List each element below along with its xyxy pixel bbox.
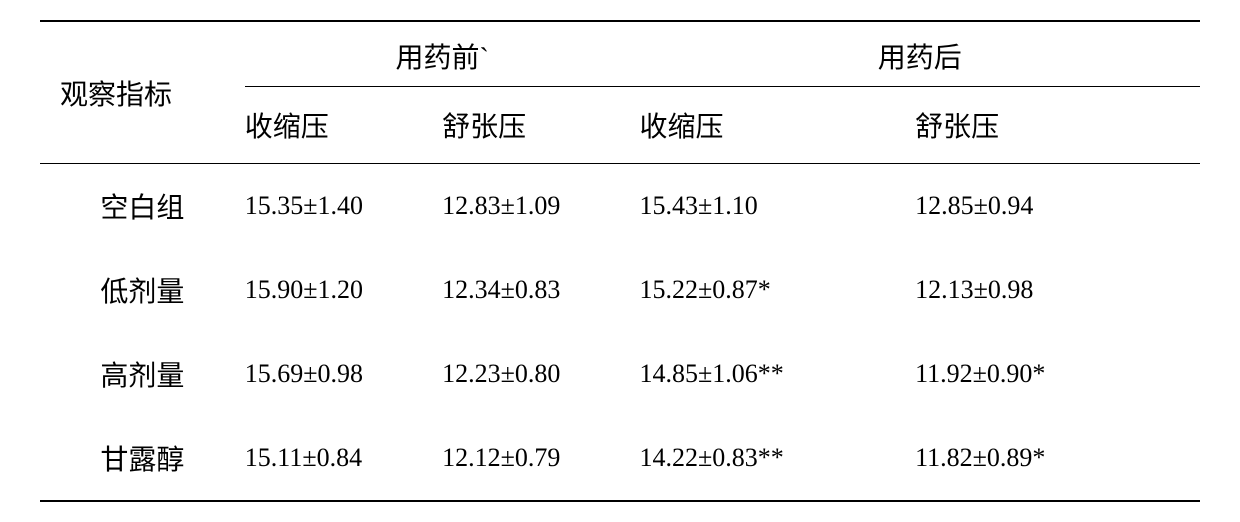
cell: 12.83±1.09 — [442, 164, 639, 249]
cell: 15.69±0.98 — [245, 332, 442, 416]
sub-header-sbp-after: 收缩压 — [640, 87, 916, 164]
sub-header-dbp-after: 舒张压 — [915, 87, 1200, 164]
cell: 15.22±0.87* — [640, 248, 916, 332]
group-header-before: 用药前` — [245, 21, 640, 87]
table-row: 低剂量 15.90±1.20 12.34±0.83 15.22±0.87* 12… — [40, 248, 1200, 332]
cell: 14.22±0.83** — [640, 416, 916, 501]
cell: 15.11±0.84 — [245, 416, 442, 501]
cell: 11.92±0.90* — [915, 332, 1200, 416]
row-label: 高剂量 — [40, 332, 245, 416]
data-table: 观察指标 用药前` 用药后 收缩压 舒张压 收缩压 舒张压 空白组 15.35±… — [40, 20, 1200, 502]
table-row: 高剂量 15.69±0.98 12.23±0.80 14.85±1.06** 1… — [40, 332, 1200, 416]
cell: 15.35±1.40 — [245, 164, 442, 249]
cell: 15.90±1.20 — [245, 248, 442, 332]
sub-header-dbp-before: 舒张压 — [442, 87, 639, 164]
cell: 12.13±0.98 — [915, 248, 1200, 332]
row-label-header: 观察指标 — [40, 21, 245, 164]
cell: 15.43±1.10 — [640, 164, 916, 249]
cell: 14.85±1.06** — [640, 332, 916, 416]
cell: 11.82±0.89* — [915, 416, 1200, 501]
row-label: 空白组 — [40, 164, 245, 249]
cell: 12.23±0.80 — [442, 332, 639, 416]
table-row: 空白组 15.35±1.40 12.83±1.09 15.43±1.10 12.… — [40, 164, 1200, 249]
group-header-after: 用药后 — [640, 21, 1201, 87]
table-row: 甘露醇 15.11±0.84 12.12±0.79 14.22±0.83** 1… — [40, 416, 1200, 501]
sub-header-sbp-before: 收缩压 — [245, 87, 442, 164]
cell: 12.85±0.94 — [915, 164, 1200, 249]
cell: 12.34±0.83 — [442, 248, 639, 332]
row-label: 低剂量 — [40, 248, 245, 332]
cell: 12.12±0.79 — [442, 416, 639, 501]
row-label: 甘露醇 — [40, 416, 245, 501]
